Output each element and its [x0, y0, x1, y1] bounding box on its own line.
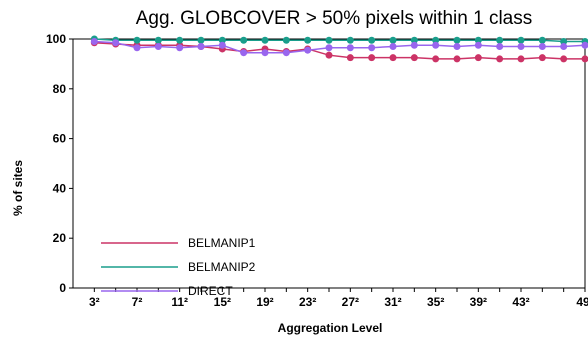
x-tick-label: 49²: [576, 295, 588, 309]
data-point: [581, 55, 588, 63]
data-point: [538, 36, 546, 44]
data-point: [325, 51, 333, 59]
x-tick-label: 35²: [427, 295, 444, 309]
data-point: [474, 41, 482, 49]
data-point: [325, 44, 333, 52]
series-line: [94, 38, 585, 43]
data-point: [282, 36, 290, 44]
data-point: [240, 49, 248, 57]
data-point: [453, 55, 461, 63]
data-point: [346, 44, 354, 52]
data-point: [368, 36, 376, 44]
data-point: [282, 49, 290, 57]
data-point: [197, 42, 205, 50]
data-point: [176, 44, 184, 52]
data-point: [560, 42, 568, 50]
data-point: [474, 36, 482, 44]
x-tick-label: 27²: [342, 295, 359, 309]
x-tick-label: 7²: [132, 295, 143, 309]
data-point: [496, 42, 504, 50]
y-tick-label: 100: [46, 32, 66, 46]
data-point: [154, 42, 162, 50]
y-tick-label: 80: [53, 82, 67, 96]
series-line: [94, 41, 585, 60]
data-point: [432, 41, 440, 49]
data-point: [368, 54, 376, 62]
data-point: [410, 54, 418, 62]
data-point: [517, 55, 525, 63]
data-point: [197, 36, 205, 44]
data-point: [112, 39, 120, 47]
x-axis-ticks: 3² 7² 11² 15² 19² 23² 27² 31² 35² 39² 43² 49²: [89, 288, 588, 309]
data-point: [346, 54, 354, 62]
data-point: [474, 54, 482, 62]
x-tick-label: 15²: [214, 295, 231, 309]
data-point: [560, 55, 568, 63]
series-line: [94, 40, 586, 54]
data-point: [90, 37, 98, 45]
data-point: [261, 49, 269, 57]
data-point: [304, 46, 312, 54]
data-point: [176, 36, 184, 44]
legend: BELMANIP1 BELMANIP2 DIRECT: [101, 236, 256, 298]
x-tick-label: 19²: [256, 295, 273, 309]
data-point: [581, 41, 588, 49]
data-point: [133, 36, 141, 44]
y-tick-label: 60: [53, 132, 67, 146]
data-point: [432, 36, 440, 44]
x-tick-label: 23²: [299, 295, 316, 309]
data-point: [346, 36, 354, 44]
legend-label: BELMANIP1: [188, 236, 256, 250]
data-point: [432, 55, 440, 63]
data-point: [261, 36, 269, 44]
data-point: [410, 36, 418, 44]
data-point: [538, 42, 546, 50]
series-layer: [90, 35, 588, 63]
y-tick-label: 20: [53, 231, 67, 245]
x-tick-label: 11²: [171, 295, 188, 309]
data-point: [389, 36, 397, 44]
x-tick-label: 3²: [89, 295, 100, 309]
data-point: [410, 41, 418, 49]
y-axis-title: % of sites: [11, 160, 25, 216]
plot-area: [72, 38, 586, 289]
data-point: [538, 54, 546, 62]
data-point: [325, 36, 333, 44]
data-point: [218, 41, 226, 49]
data-point: [133, 44, 141, 52]
data-point: [304, 36, 312, 44]
y-tick-label: 40: [53, 181, 67, 195]
y-axis-ticks: 0 20 40 60 80 100: [46, 32, 73, 295]
data-point: [218, 36, 226, 44]
x-tick-label: 39²: [470, 295, 487, 309]
data-point: [389, 42, 397, 50]
y-tick-label: 0: [59, 281, 66, 295]
data-point: [560, 37, 568, 45]
series-direct: [90, 37, 588, 57]
data-point: [389, 54, 397, 62]
data-point: [154, 36, 162, 44]
legend-label: DIRECT: [188, 284, 233, 298]
series-belmanip1: [90, 39, 588, 63]
data-point: [496, 55, 504, 63]
x-tick-label: 43²: [512, 295, 529, 309]
x-tick-label: 31²: [384, 295, 401, 309]
data-point: [517, 42, 525, 50]
data-point: [517, 36, 525, 44]
data-point: [368, 44, 376, 52]
x-axis-title: Aggregation Level: [278, 321, 383, 335]
legend-label: BELMANIP2: [188, 260, 256, 274]
data-point: [453, 42, 461, 50]
chart-title: Agg. GLOBCOVER > 50% pixels within 1 cla…: [136, 8, 533, 29]
data-point: [453, 36, 461, 44]
data-point: [240, 36, 248, 44]
series-belmanip2: [90, 35, 588, 45]
data-point: [496, 36, 504, 44]
